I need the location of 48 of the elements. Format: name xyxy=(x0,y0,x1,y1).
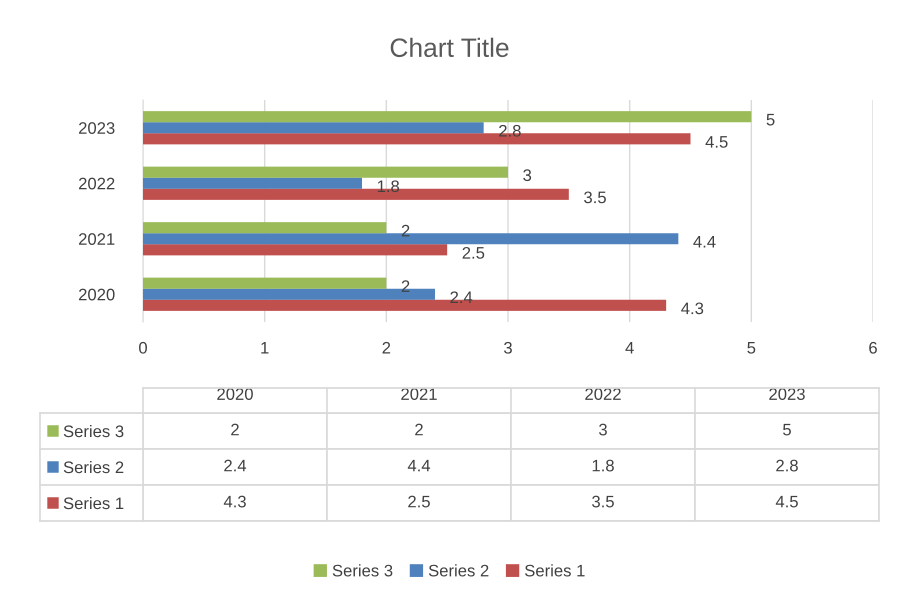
data-label: 2.4 xyxy=(224,460,246,472)
x-tick-label: 1 xyxy=(261,342,268,354)
bar xyxy=(143,122,484,134)
bar xyxy=(143,178,362,189)
bar xyxy=(143,166,508,178)
x-tick-label: 6 xyxy=(869,342,877,354)
y-tick-label: Series 2 xyxy=(64,460,124,474)
data-label: 5 xyxy=(783,424,791,436)
data-label: 2.5 xyxy=(408,496,430,508)
data-label: 2 xyxy=(415,424,423,436)
data-label: 5 xyxy=(766,114,775,126)
y-tick-label: 2021 xyxy=(78,233,114,245)
y-tick-label: Series 1 xyxy=(64,496,124,510)
data-label: 3 xyxy=(599,424,607,436)
legend-label: Series 3 xyxy=(332,564,392,577)
data-label: 4.5 xyxy=(705,136,728,148)
data-label: 4.4 xyxy=(408,460,430,472)
chart-title: Chart Title xyxy=(390,38,508,58)
data-label: 3.5 xyxy=(584,191,606,204)
data-label: 2.5 xyxy=(462,246,484,259)
data-label: 2 xyxy=(231,424,239,436)
x-tick-label: 2020 xyxy=(217,388,253,400)
bar xyxy=(143,244,448,256)
data-label: 2.8 xyxy=(776,460,798,472)
data-label: 1.8 xyxy=(592,460,614,472)
legend-label: Series 1 xyxy=(524,564,585,577)
x-tick-label: 2 xyxy=(382,342,390,354)
data-label: 4.3 xyxy=(224,496,246,508)
x-tick-label: 0 xyxy=(139,342,147,354)
data-label: 4.4 xyxy=(693,236,716,248)
x-tick-label: 4 xyxy=(625,342,634,354)
bar xyxy=(143,222,386,234)
legend-label: Series 2 xyxy=(428,564,488,577)
data-label: 4.5 xyxy=(776,496,798,508)
x-tick-label: 2023 xyxy=(769,388,805,400)
x-tick-label: 3 xyxy=(504,342,512,354)
x-tick-label: 2022 xyxy=(585,388,621,400)
y-tick-label: Series 3 xyxy=(64,424,124,438)
y-tick-label: 2023 xyxy=(78,122,114,134)
bar xyxy=(143,111,752,122)
y-tick-label: 2022 xyxy=(78,178,114,190)
x-tick-label: 5 xyxy=(747,342,756,354)
x-tick-label: 2021 xyxy=(401,388,437,400)
bar xyxy=(143,278,386,289)
data-label: 3.5 xyxy=(592,496,614,508)
data-label: 4.3 xyxy=(681,302,704,314)
y-tick-label: 2020 xyxy=(78,288,115,300)
data-label: 3 xyxy=(523,169,532,182)
